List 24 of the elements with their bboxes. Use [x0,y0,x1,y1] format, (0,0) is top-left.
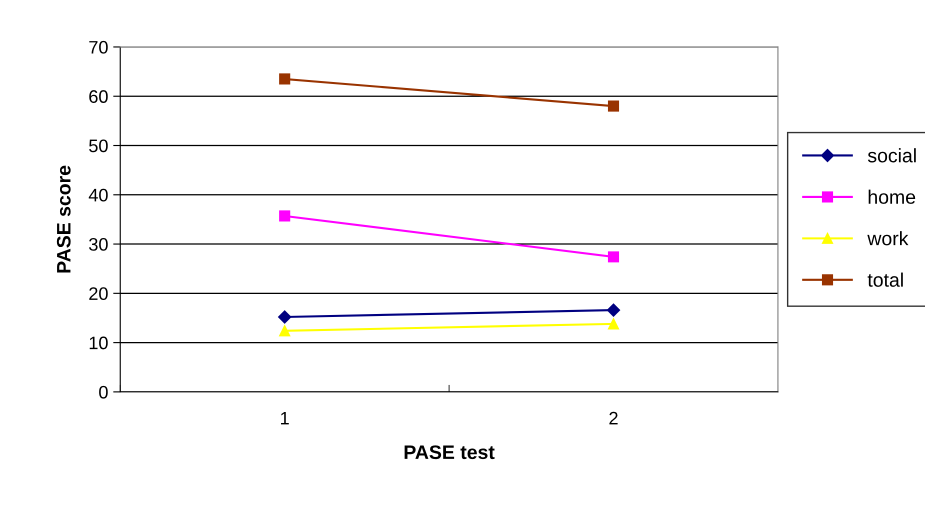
point [608,318,620,330]
point [608,251,620,262]
point [279,210,290,222]
legend-label: social [868,148,916,162]
point [608,100,620,112]
y-tick-label: 30 [89,238,108,251]
legend-label: home [868,190,916,204]
y-tick-label: 40 [88,188,108,202]
point [278,310,292,324]
y-tick-label: 60 [89,90,108,103]
point [279,73,290,85]
x-tick-label: 1 [281,412,289,424]
y-tick-label: 20 [89,287,108,300]
y-axis-title: PASE score [56,166,71,273]
y-tick-label: 50 [89,139,108,152]
legend-label: total [868,272,903,287]
y-tick-label: 10 [90,336,108,350]
x-axis-title: PASE test [404,445,495,460]
point [279,325,290,336]
y-tick-label: 0 [99,386,108,399]
legend-label: work [867,231,908,246]
y-tick-label: 70 [89,40,108,54]
point [606,304,620,317]
x-tick-label: 2 [609,412,618,424]
